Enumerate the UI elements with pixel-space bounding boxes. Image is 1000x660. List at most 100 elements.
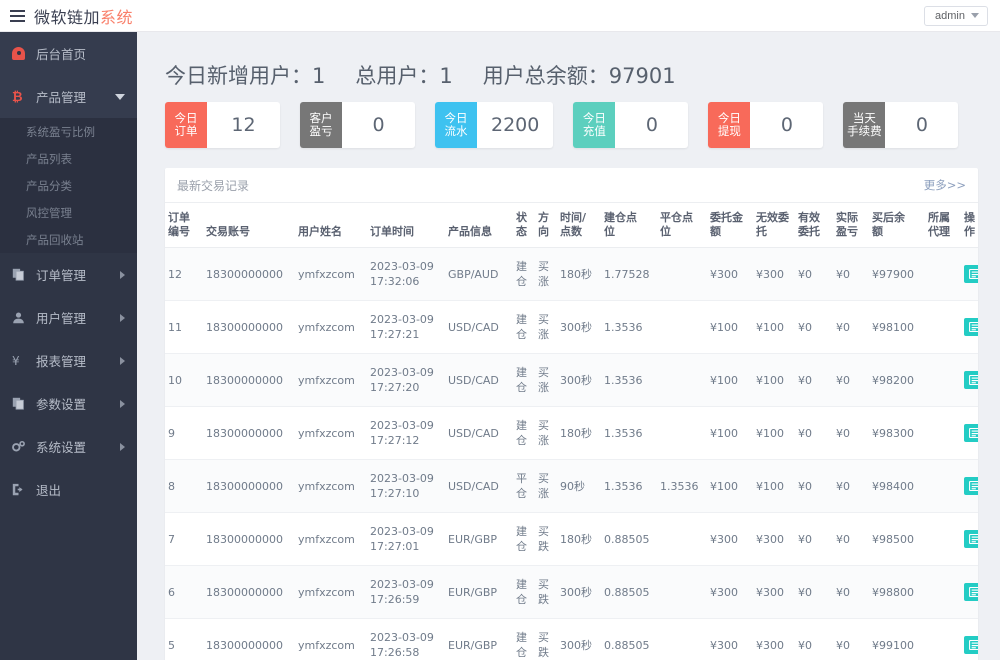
detail-icon[interactable]: [964, 371, 978, 389]
column-header-line2: 向: [538, 225, 549, 238]
submenu-item-1-3[interactable]: 风控管理: [26, 205, 72, 220]
submenu-item-1-0[interactable]: 系统盈亏比例: [26, 124, 95, 139]
detail-icon[interactable]: [964, 318, 978, 336]
cell-invalid-order-text: ¥100: [756, 373, 784, 387]
cell-username: ymfxzcom: [295, 512, 367, 566]
cell-username-text: ymfxzcom: [298, 426, 355, 440]
cell-agent: [925, 565, 961, 619]
table-row: 6 18300000000 ymfxzcom 2023-03-09 17:26:59 EU…: [165, 565, 978, 619]
cell-balance: ¥98300: [869, 406, 925, 460]
cell-account: 18300000000: [203, 247, 295, 301]
submenu-1: 系统盈亏比例 产品列表产品分类风控管理产品回收站: [0, 118, 137, 253]
chevron-down-icon: [115, 93, 125, 100]
column-header-10: 委托金额: [707, 203, 753, 248]
cell-direction-text: 买: [538, 525, 549, 538]
cell-order-time: 2023-03-09 17:26:58: [367, 618, 445, 660]
sidebar-item-2[interactable]: 订单管理: [0, 253, 137, 296]
sidebar-item-7[interactable]: 退出: [0, 468, 137, 511]
detail-icon[interactable]: [964, 424, 978, 442]
cell-valid-order: ¥0: [795, 247, 833, 301]
cell-duration-text: 300秒: [560, 638, 592, 652]
cell-agent: [925, 618, 961, 660]
stat-card-5[interactable]: 当天 手续费 0: [843, 102, 959, 148]
cell-order-amount-text: ¥100: [710, 320, 738, 334]
submenu-item-1-1[interactable]: 产品列表: [26, 151, 72, 166]
stat-card-badge: 客户 盈亏: [300, 102, 342, 148]
cell-account-text: 18300000000: [206, 479, 283, 493]
sidebar-item-label: 退出: [36, 483, 62, 498]
cell-pnl: ¥0: [833, 406, 869, 460]
cell-product: USD/CAD: [445, 459, 513, 513]
more-link[interactable]: 更多>>: [923, 178, 966, 192]
column-header-line1: 建仓点: [604, 211, 637, 224]
detail-icon[interactable]: [964, 530, 978, 548]
detail-icon[interactable]: [964, 636, 978, 654]
detail-icon[interactable]: [964, 265, 978, 283]
brand-prefix: 微软链加: [34, 7, 101, 27]
sidebar-item-0[interactable]: 后台首页: [0, 32, 137, 75]
table-row: 9 18300000000 ymfxzcom 2023-03-09 17:27:12 US…: [165, 406, 978, 460]
cell-valid-order-text: ¥0: [798, 532, 812, 546]
stat-card-4[interactable]: 今日 提现 0: [708, 102, 824, 148]
cell-valid-order-text: ¥0: [798, 320, 812, 334]
summary-stat-1: 总用户：1: [355, 60, 452, 90]
column-header-line2: 作: [964, 225, 975, 238]
cell-direction-text: 买: [538, 313, 549, 326]
sidebar-item-4[interactable]: ¥ 报表管理: [0, 339, 137, 382]
cell-direction: 买跌: [535, 618, 557, 660]
detail-icon[interactable]: [964, 477, 978, 495]
column-header-line1: 交易账号: [206, 225, 250, 238]
cell-balance: ¥99100: [869, 618, 925, 660]
column-header-6: 方向: [535, 203, 557, 248]
cell-open-price: 0.88505: [601, 618, 657, 660]
cell-balance-text: ¥98400: [872, 479, 914, 493]
admin-menu-button[interactable]: admin: [924, 5, 988, 26]
cell-order-time-text: 17:26:58: [370, 646, 420, 659]
cell-valid-order-text: ¥0: [798, 479, 812, 493]
stat-card-2[interactable]: 今日 流水 2200: [435, 102, 554, 148]
column-header-line1: 时间/: [560, 211, 587, 224]
summary-stat-value: 97901: [608, 64, 676, 88]
stat-card-3[interactable]: 今日 充值 0: [573, 102, 689, 148]
cell-valid-order: ¥0: [795, 512, 833, 566]
chevron-right-icon: [120, 442, 125, 451]
cell-agent: [925, 353, 961, 407]
cell-order-id: 10: [165, 353, 203, 407]
sidebar-item-6[interactable]: 系统设置: [0, 425, 137, 468]
cell-order-time-text: 2023-03-09: [370, 313, 434, 326]
column-header-line1: 有效: [798, 211, 820, 224]
stat-card-0[interactable]: 今日 订单 12: [165, 102, 280, 148]
column-header-12: 有效 委托: [795, 203, 833, 248]
sidebar-item-3[interactable]: 用户管理: [0, 296, 137, 339]
submenu-item-1-2[interactable]: 产品分类: [26, 178, 72, 193]
cell-order-amount-text: ¥100: [710, 426, 738, 440]
cell-order-time: 2023-03-09 17:27:21: [367, 300, 445, 354]
cell-close-price: [657, 353, 707, 407]
cell-open-price: 1.3536: [601, 300, 657, 354]
cell-close-price: 1.3536: [657, 459, 707, 513]
sidebar-item-1[interactable]: ₿ 产品管理: [0, 75, 137, 118]
column-header-line1: 状: [516, 211, 527, 224]
stat-card-badge: 今日 提现: [708, 102, 751, 148]
cell-open-price-text: 0.88505: [604, 585, 650, 599]
cell-actions: [961, 512, 978, 566]
cell-status-text: 平: [516, 472, 527, 485]
cell-order-time-text: 2023-03-09: [370, 631, 434, 644]
cell-order-time-text: 2023-03-09: [370, 578, 434, 591]
cell-status-text: 仓: [516, 593, 527, 606]
column-header-11: 无效委托: [753, 203, 795, 248]
stat-card-1[interactable]: 客户 盈亏 0: [300, 102, 415, 148]
submenu-item-1-4[interactable]: 产品回收站: [26, 232, 84, 247]
column-header-line1: 用户姓名: [298, 225, 342, 238]
cell-order-time-text: 2023-03-09: [370, 366, 434, 379]
cell-invalid-order-text: ¥300: [756, 585, 784, 599]
detail-icon[interactable]: [964, 583, 978, 601]
cell-status-text: 仓: [516, 328, 527, 341]
column-header-line2: 委托: [798, 225, 820, 238]
hamburger-icon[interactable]: [0, 0, 34, 32]
cell-order-amount-text: ¥100: [710, 373, 738, 387]
cell-open-price-text: 1.3536: [604, 479, 643, 493]
sidebar-item-5[interactable]: 参数设置: [0, 382, 137, 425]
column-header-line2: 态: [516, 225, 527, 238]
cell-balance-text: ¥98500: [872, 532, 914, 546]
